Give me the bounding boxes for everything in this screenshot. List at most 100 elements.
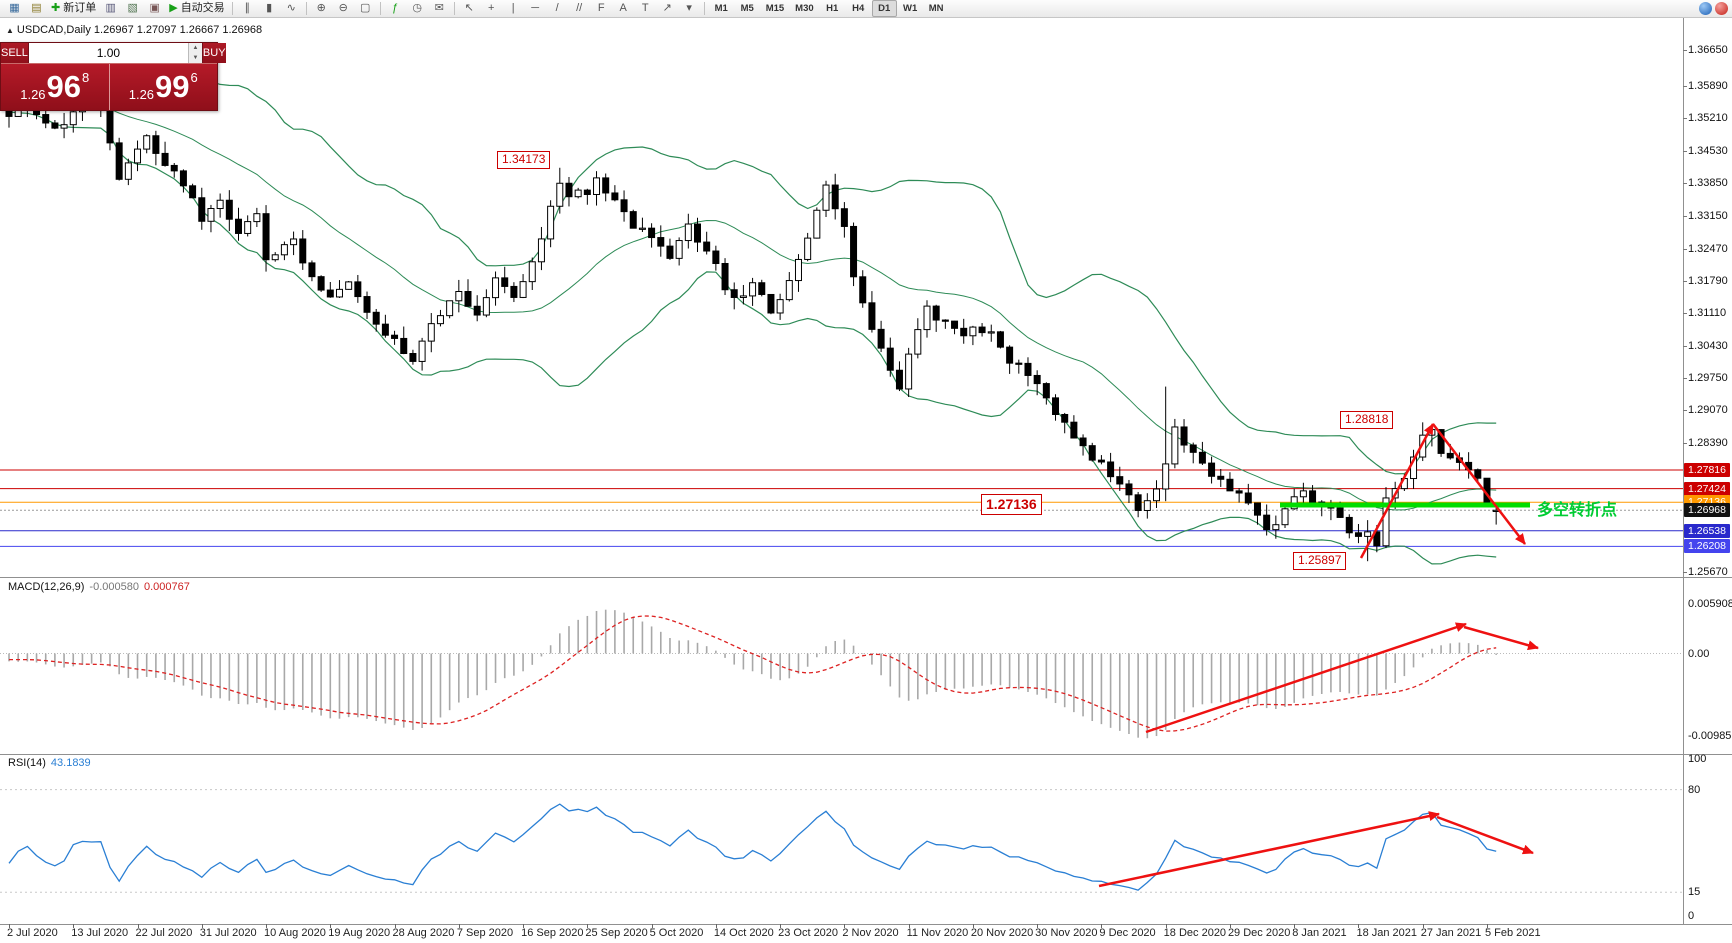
timeframe-d1-button[interactable]: D1 <box>871 0 897 17</box>
text-icon[interactable]: A <box>619 2 627 14</box>
clock-icon[interactable]: ◷ <box>412 2 422 14</box>
trendline-icon[interactable]: / <box>555 2 559 14</box>
price-tick-label: 1.29070 <box>1688 404 1728 417</box>
rsi-panel-canvas[interactable] <box>0 754 1683 924</box>
price-annotation-box[interactable]: 1.25897 <box>1293 552 1347 570</box>
price-annotation-box[interactable]: 1.34173 <box>497 151 551 169</box>
tile-windows-icon[interactable]: ▢ <box>359 2 371 14</box>
data-window-icon[interactable]: ▧ <box>127 2 138 14</box>
date-tick-label: 31 Jul 2020 <box>199 927 257 939</box>
macd-rsi-separator[interactable] <box>0 754 1732 755</box>
zoom-in-icon[interactable]: ⊕ <box>316 2 326 14</box>
hline-price-box: 1.26208 <box>1684 539 1730 554</box>
price-tick-mark <box>1683 281 1687 283</box>
price-tick-mark <box>1683 410 1687 412</box>
new-chart-icon[interactable]: ▦ <box>9 2 20 14</box>
hline-price-box: 1.27816 <box>1684 462 1730 477</box>
bollinger-lower-band <box>8 111 1497 565</box>
rsi-axis-label: 80 <box>1688 783 1701 796</box>
horizontal-line-icon[interactable]: ─ <box>531 2 540 14</box>
arrows-tool-icon[interactable]: ↗ <box>662 2 672 14</box>
timeframe-w1-button[interactable]: W1 <box>903 2 918 14</box>
price-tick-label: 1.33850 <box>1688 177 1728 190</box>
sell-price-button[interactable]: 1.26 96 8 <box>1 64 110 110</box>
date-tick-label: 27 Jan 2021 <box>1420 927 1482 939</box>
date-tick-label: 20 Nov 2020 <box>970 927 1034 939</box>
turning-point-label: 多空转折点 <box>1537 502 1618 519</box>
price-tick-mark <box>1683 248 1687 250</box>
toolbar-separator <box>703 2 705 15</box>
sell-button[interactable]: SELL <box>1 43 28 63</box>
macd-indicator-label: MACD(12,26,9) -0.000580 0.000767 <box>8 581 190 593</box>
buy-price-button[interactable]: 1.26 99 6 <box>109 64 217 110</box>
timeframe-toolbar: M1 M5 M15 M30 H1 H4 D1 W1 MN <box>709 0 949 17</box>
price-tick-mark <box>1683 378 1687 380</box>
autotrading-button[interactable]: ▶ 自动交易 <box>169 2 225 14</box>
price-tick-label: 1.33150 <box>1688 210 1728 223</box>
timeframe-h4-button[interactable]: H4 <box>852 2 865 14</box>
timeframe-h1-button[interactable]: H1 <box>826 2 839 14</box>
time-axis[interactable]: 2 Jul 2020 13 Jul 2020 22 Jul 2020 31 Jul 2… <box>0 924 1683 943</box>
navigator-icon[interactable]: ▣ <box>149 2 160 14</box>
main-macd-separator[interactable] <box>0 577 1732 578</box>
candlestick-mode-icon[interactable]: ▮ <box>266 2 273 14</box>
fibonacci-icon[interactable]: F <box>597 2 605 14</box>
text-label-icon[interactable]: T <box>641 2 649 14</box>
chart-ohlc-title: ▲ USDCAD,Daily 1.26967 1.27097 1.26667 1.… <box>6 24 262 36</box>
new-order-button[interactable]: ✚ 新订单 <box>51 2 97 14</box>
date-tick-mark <box>1101 924 1103 928</box>
timeframe-m15-button[interactable]: M15 <box>765 2 785 14</box>
red-sphere-icon[interactable] <box>1715 2 1728 15</box>
date-tick-mark <box>1294 924 1296 928</box>
price-tick-label: 1.36650 <box>1688 44 1728 56</box>
timeframe-m1-button[interactable]: M1 <box>714 2 728 14</box>
chart-profiles-icon[interactable]: ▤ <box>31 2 42 14</box>
price-tick-mark <box>1683 571 1687 573</box>
blue-sphere-icon[interactable] <box>1699 2 1712 15</box>
rsi-date-separator[interactable] <box>0 924 1732 925</box>
bar-chart-mode-icon[interactable]: ∥ <box>244 2 250 14</box>
news-mail-icon[interactable]: ✉ <box>434 2 444 14</box>
price-annotation-box[interactable]: 1.28818 <box>1340 411 1394 429</box>
timeframe-mn-button[interactable]: MN <box>928 2 944 14</box>
price-axis[interactable]: 1.36650 1.35890 1.35210 1.34530 1.33850 1.331… <box>1683 0 1732 943</box>
zoom-out-icon[interactable]: ⊖ <box>338 2 348 14</box>
macd-panel-canvas[interactable] <box>0 577 1683 754</box>
line-chart-mode-icon[interactable]: ∿ <box>286 2 296 14</box>
channel-icon[interactable]: // <box>576 2 583 14</box>
shapes-dropdown-icon[interactable]: ▾ <box>686 2 692 14</box>
main-chart-canvas[interactable] <box>0 18 1683 577</box>
toolbar-buttons: ▦ ▤ ✚ 新订单 ▥ ▧ ▣ ▶ 自动交易 ∥ ▮ ∿ ⊕ ⊖ ▢ ƒ ◷ ✉ ↖ + | ─ ///F A T ↗ ▾ <box>4 0 708 17</box>
date-tick-mark <box>9 924 10 928</box>
price-tick-label: 1.25670 <box>1688 565 1728 578</box>
macd-signal-value: 0.000767 <box>143 581 190 593</box>
date-tick-label: 11 Nov 2020 <box>906 927 969 939</box>
volume-decrease-button[interactable]: ▼ <box>188 53 202 63</box>
price-tick-label: 1.34530 <box>1688 144 1728 157</box>
volume-input[interactable] <box>28 43 188 63</box>
volume-increase-button[interactable]: ▲ <box>188 43 202 53</box>
date-tick-mark <box>394 924 396 928</box>
cursor-icon[interactable]: ↖ <box>464 2 474 14</box>
price-tick-mark <box>1683 50 1687 51</box>
date-tick-mark <box>458 924 460 928</box>
trend-arrows-macd <box>1145 622 1539 734</box>
date-tick-label: 23 Oct 2020 <box>778 927 839 939</box>
date-tick-label: 30 Nov 2020 <box>1035 927 1098 939</box>
toolbar-separator <box>453 2 455 15</box>
market-watch-icon[interactable]: ▥ <box>105 2 116 14</box>
price-tick-mark <box>1683 442 1687 444</box>
date-tick-mark <box>1165 924 1167 928</box>
indicators-icon[interactable]: ƒ <box>392 2 399 14</box>
crosshair-icon[interactable]: + <box>487 2 495 14</box>
bollinger-upper-band <box>8 71 1497 475</box>
rsi-axis-label: 15 <box>1688 886 1701 899</box>
vertical-line-icon[interactable]: | <box>511 2 515 14</box>
date-tick-mark <box>137 924 139 928</box>
timeframe-m30-button[interactable]: M30 <box>795 2 814 14</box>
rsi-value: 43.1839 <box>50 757 91 769</box>
timeframe-m5-button[interactable]: M5 <box>740 2 754 14</box>
buy-button[interactable]: BUY <box>202 43 226 63</box>
price-annotation-box[interactable]: 1.27136 <box>981 494 1042 515</box>
